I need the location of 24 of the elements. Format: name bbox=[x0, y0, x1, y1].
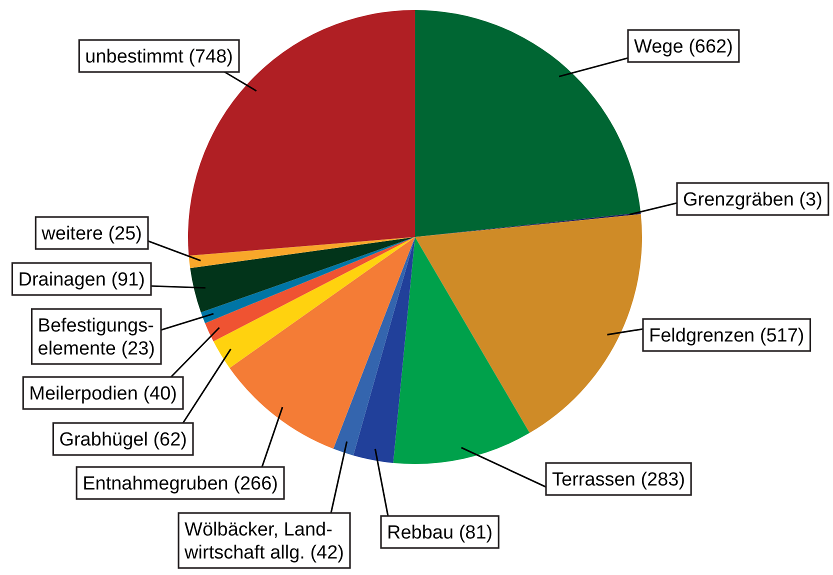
pie-slice bbox=[393, 237, 530, 464]
pie-slice bbox=[213, 237, 415, 368]
pie-slice bbox=[415, 214, 642, 433]
slice-label: Wölbäcker, Land- wirtschaft allg. (42) bbox=[184, 520, 344, 564]
slice-label: unbestimmt (748) bbox=[85, 46, 233, 68]
slice-label: Wege (662) bbox=[634, 36, 733, 58]
pie-slice bbox=[230, 237, 415, 449]
slice-label: Feldgrenzen (517) bbox=[649, 326, 804, 347]
pie-slice bbox=[205, 237, 415, 342]
slice-label: Befestigungs- elemente (23) bbox=[38, 316, 155, 360]
pie-slice bbox=[353, 237, 415, 463]
slice-label: weitere (25) bbox=[40, 224, 142, 245]
slice-label: Meilerpodien (40) bbox=[29, 384, 177, 405]
pie-slice bbox=[190, 237, 415, 312]
pie-slice bbox=[188, 237, 415, 268]
pie-slice bbox=[333, 237, 415, 456]
pie-slice bbox=[200, 237, 415, 324]
slice-label: Rebbau (81) bbox=[387, 522, 493, 544]
slice-label: Grabhügel (62) bbox=[59, 430, 187, 451]
pie-slice bbox=[188, 10, 415, 256]
slice-label: Drainagen (91) bbox=[18, 270, 145, 291]
slice-label: Grenzgräben (3) bbox=[683, 190, 822, 211]
slice-label: Terrassen (283) bbox=[552, 470, 686, 491]
slice-label: Entnahmegruben (266) bbox=[82, 474, 278, 495]
